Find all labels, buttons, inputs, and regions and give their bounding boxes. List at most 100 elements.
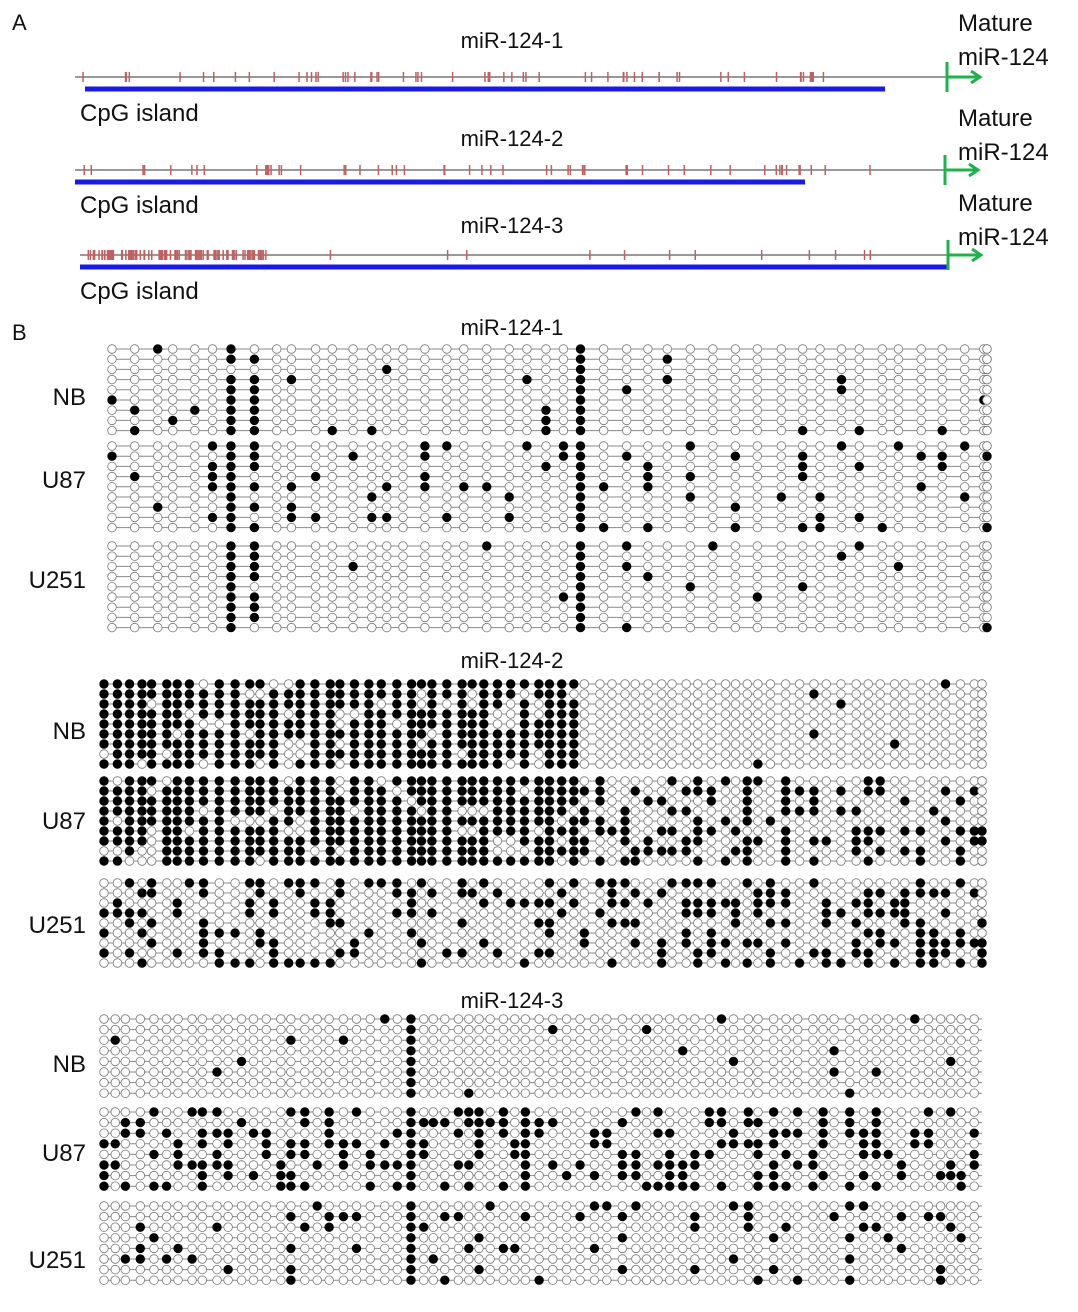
unmethylated-cpg	[621, 700, 630, 709]
unmethylated-cpg	[482, 593, 491, 602]
unmethylated-cpg	[978, 847, 987, 856]
methylated-cpg	[754, 889, 763, 898]
unmethylated-cpg	[837, 583, 846, 592]
methylated-cpg	[884, 1150, 893, 1159]
unmethylated-cpg	[678, 1108, 687, 1117]
unmethylated-cpg	[352, 1182, 361, 1191]
unmethylated-cpg	[153, 623, 162, 632]
unmethylated-cpg	[917, 396, 926, 405]
unmethylated-cpg	[782, 1068, 791, 1077]
unmethylated-cpg	[535, 1025, 544, 1034]
methylated-cpg	[231, 777, 240, 786]
unmethylated-cpg	[429, 1089, 438, 1098]
unmethylated-cpg	[830, 1089, 839, 1098]
unmethylated-cpg	[382, 396, 391, 405]
unmethylated-cpg	[894, 493, 903, 502]
methylated-cpg	[731, 847, 740, 856]
unmethylated-cpg	[916, 710, 925, 719]
unmethylated-cpg	[407, 939, 416, 948]
unmethylated-cpg	[917, 493, 926, 502]
unmethylated-cpg	[731, 613, 740, 622]
unmethylated-cpg	[631, 750, 640, 759]
methylated-cpg	[147, 939, 156, 948]
unmethylated-cpg	[941, 777, 950, 786]
methylated-cpg	[162, 730, 171, 739]
unmethylated-cpg	[153, 442, 162, 451]
unmethylated-cpg	[153, 542, 162, 551]
methylated-cpg	[665, 1150, 674, 1159]
methylated-cpg	[721, 899, 730, 908]
unmethylated-cpg	[380, 1129, 389, 1138]
unmethylated-cpg	[782, 1089, 791, 1098]
unmethylated-cpg	[188, 1015, 197, 1024]
methylated-cpg	[138, 777, 147, 786]
unmethylated-cpg	[213, 1212, 222, 1221]
methylated-cpg	[245, 837, 254, 846]
methylated-cpg	[548, 1118, 557, 1127]
unmethylated-cpg	[262, 1057, 271, 1066]
methylated-cpg	[311, 730, 320, 739]
unmethylated-cpg	[380, 1089, 389, 1098]
unmethylated-cpg	[580, 720, 589, 729]
methylated-cpg	[819, 1129, 828, 1138]
unmethylated-cpg	[654, 1171, 663, 1180]
unmethylated-cpg	[576, 1036, 585, 1045]
methylated-cpg	[590, 1140, 599, 1149]
unmethylated-cpg	[162, 939, 171, 948]
unmethylated-cpg	[686, 603, 695, 612]
unmethylated-cpg	[250, 365, 259, 374]
unmethylated-cpg	[506, 720, 515, 729]
methylated-cpg	[365, 857, 374, 866]
methylated-cpg	[621, 837, 630, 846]
unmethylated-cpg	[707, 959, 716, 968]
unmethylated-cpg	[837, 797, 846, 806]
unmethylated-cpg	[654, 1047, 663, 1056]
unmethylated-cpg	[100, 919, 109, 928]
unmethylated-cpg	[562, 1161, 571, 1170]
methylated-cpg	[407, 847, 416, 856]
unmethylated-cpg	[162, 1150, 171, 1159]
unmethylated-cpg	[970, 1140, 979, 1149]
methylated-cpg	[245, 879, 254, 888]
unmethylated-cpg	[479, 807, 488, 816]
unmethylated-cpg	[960, 462, 969, 471]
methylated-cpg	[147, 777, 156, 786]
unmethylated-cpg	[855, 375, 864, 384]
unmethylated-cpg	[599, 396, 608, 405]
unmethylated-cpg	[428, 879, 437, 888]
unmethylated-cpg	[983, 562, 992, 571]
unmethylated-cpg	[644, 396, 653, 405]
unmethylated-cpg	[709, 623, 718, 632]
methylated-cpg	[576, 365, 585, 374]
methylated-cpg	[618, 1234, 627, 1243]
unmethylated-cpg	[894, 375, 903, 384]
unmethylated-cpg	[731, 760, 740, 769]
methylated-cpg	[859, 1223, 868, 1232]
unmethylated-cpg	[313, 1025, 322, 1034]
unmethylated-cpg	[819, 1234, 828, 1243]
methylated-cpg	[250, 503, 259, 512]
unmethylated-cpg	[441, 1202, 450, 1211]
unmethylated-cpg	[769, 1202, 778, 1211]
unmethylated-cpg	[325, 1089, 334, 1098]
methylated-cpg	[428, 710, 437, 719]
unmethylated-cpg	[819, 1036, 828, 1045]
methylated-cpg	[590, 1129, 599, 1138]
unmethylated-cpg	[924, 1118, 933, 1127]
methylated-cpg	[428, 797, 437, 806]
unmethylated-cpg	[845, 1025, 854, 1034]
methylated-cpg	[296, 807, 305, 816]
unmethylated-cpg	[287, 593, 296, 602]
unmethylated-cpg	[213, 1089, 222, 1098]
unmethylated-cpg	[978, 817, 987, 826]
unmethylated-cpg	[523, 603, 532, 612]
methylated-cpg	[147, 710, 156, 719]
unmethylated-cpg	[924, 1202, 933, 1211]
unmethylated-cpg	[296, 750, 305, 759]
unmethylated-cpg	[464, 1234, 473, 1243]
unmethylated-cpg	[262, 1078, 271, 1087]
unmethylated-cpg	[753, 583, 762, 592]
unmethylated-cpg	[188, 1036, 197, 1045]
methylated-cpg	[657, 797, 666, 806]
methylated-cpg	[199, 740, 208, 749]
